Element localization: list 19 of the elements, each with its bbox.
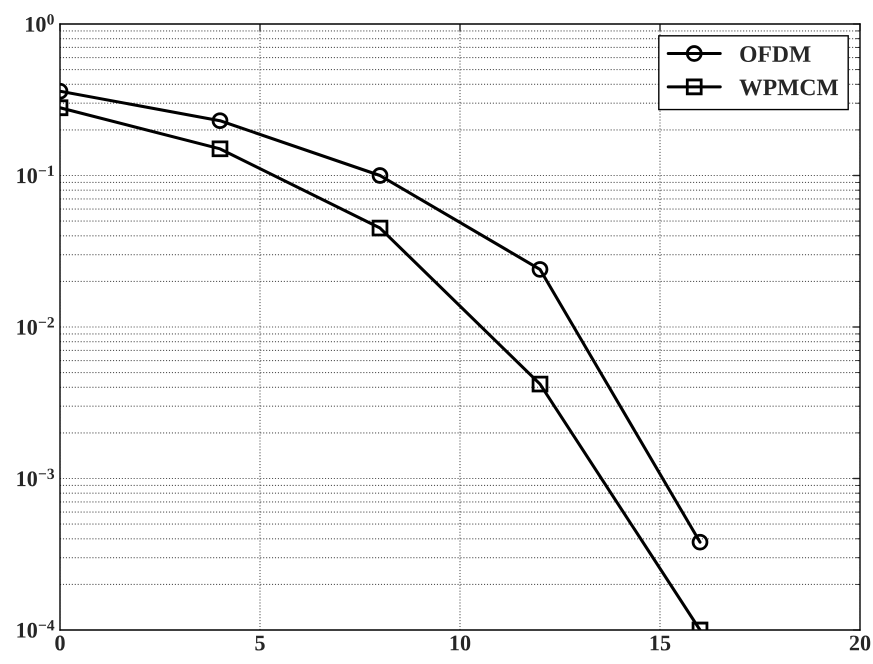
y-tick-label: 10$^{0}$: [26, 14, 54, 32]
x-tick-label: 0: [55, 636, 65, 650]
point: [212, 140, 228, 158]
y-tick-label: 10$^{−3}$: [17, 468, 54, 486]
y-tick-label: 10$^{−4}$: [17, 620, 54, 638]
y-tick-label: 10$^{−2}$: [17, 317, 54, 335]
point: [212, 112, 228, 130]
y-tick-label: 10$^{−1}$: [17, 166, 54, 184]
point: [372, 167, 388, 184]
point: [532, 376, 548, 392]
point: [372, 220, 388, 236]
x-tick-label: 15: [650, 636, 670, 650]
legend-label: OFDM: [740, 46, 811, 62]
legend-label: WPMCM: [739, 80, 838, 96]
x-tick-label: 5: [255, 636, 265, 650]
point: [532, 261, 548, 278]
x-tick-label: 10: [450, 636, 470, 650]
x-tick-label: 20: [850, 636, 870, 650]
point: [692, 534, 708, 550]
